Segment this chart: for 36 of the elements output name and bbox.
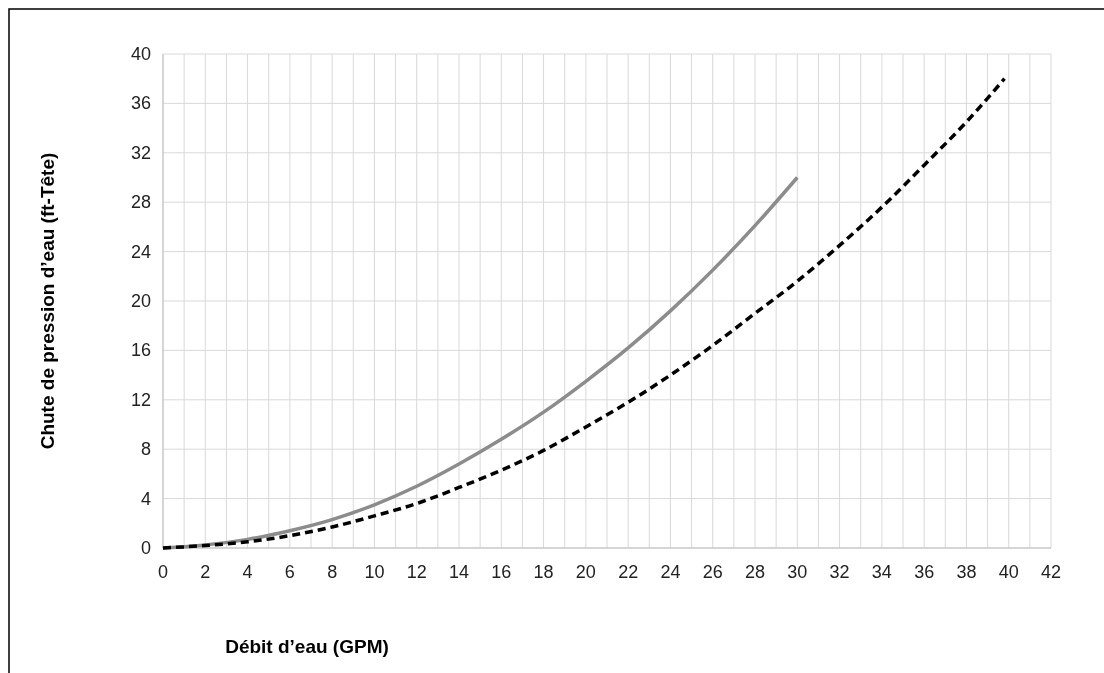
- x-tick-label: 0: [157, 562, 169, 582]
- x-tick-label: 6: [284, 562, 295, 582]
- x-tick-label: 14: [448, 562, 470, 582]
- y-tick-label: 12: [130, 389, 151, 410]
- y-axis-title: Chute de pression d’eau (ft-Tête): [37, 152, 58, 450]
- x-tick-label: 10: [364, 562, 385, 582]
- y-tick-label: 4: [140, 488, 151, 509]
- x-tick-label: 4: [242, 562, 253, 582]
- x-tick-label: 40: [998, 562, 1019, 582]
- y-tick-label: 36: [130, 93, 151, 114]
- x-tick-label: 12: [406, 562, 427, 582]
- x-tick-label: 32: [829, 562, 850, 582]
- x-tick-label: 22: [618, 562, 639, 582]
- y-tick-label: 40: [130, 44, 151, 64]
- y-tick-label: 20: [130, 291, 151, 311]
- y-tick-label: 0: [140, 538, 151, 558]
- x-tick-label: 2: [200, 562, 211, 582]
- y-tick-label: 16: [130, 340, 151, 361]
- x-tick-label: 42: [1040, 562, 1062, 582]
- y-tick-label: 24: [130, 241, 151, 262]
- y-tick-label: 8: [140, 439, 151, 460]
- x-tick-label: 24: [660, 562, 681, 582]
- x-tick-label: 34: [871, 562, 892, 582]
- x-tick-label: 16: [491, 562, 512, 582]
- y-tick-label: 28: [130, 192, 151, 213]
- line-series: [161, 76, 1007, 550]
- x-tick-label: 30: [787, 562, 808, 582]
- x-axis-title: Débit d’eau (GPM): [225, 636, 389, 657]
- x-tick-label: 18: [533, 562, 554, 582]
- x-tick-label: 36: [914, 562, 935, 582]
- x-tick-label: 8: [327, 562, 338, 582]
- y-tick-label: 32: [130, 142, 151, 163]
- x-tick-label: 38: [956, 562, 977, 582]
- x-tick-label: 28: [744, 562, 766, 582]
- x-tick-label: 26: [702, 562, 723, 582]
- x-tick-label: 20: [575, 562, 596, 582]
